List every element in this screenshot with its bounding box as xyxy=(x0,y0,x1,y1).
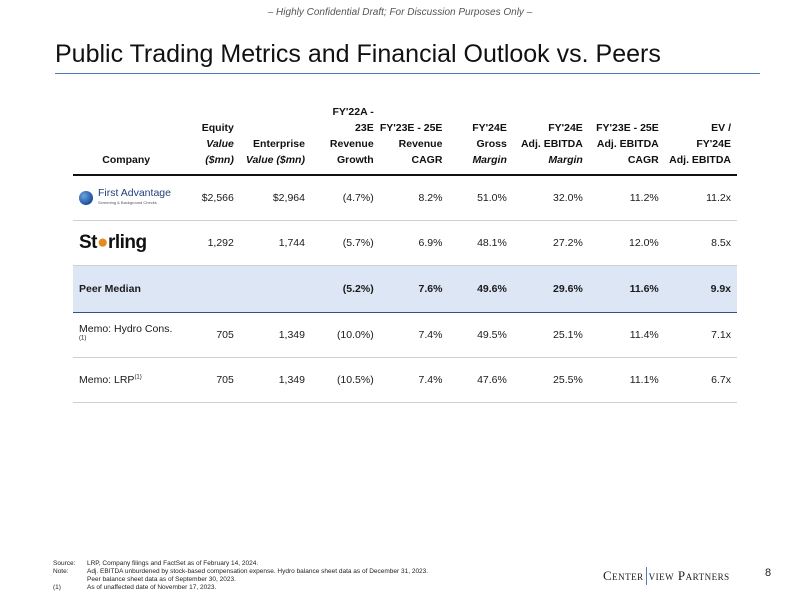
ebitda-cagr-cell: 11.4% xyxy=(588,312,665,358)
sterling-dot-icon: ● xyxy=(97,232,108,253)
equity-value-cell xyxy=(179,265,240,313)
table-row: First Advantage Screening & Background C… xyxy=(73,175,737,221)
header-ev-ebitda: EV / FY'24E Adj. EBITDA xyxy=(664,104,737,176)
ebitda-cagr-cell: 12.0% xyxy=(588,220,665,266)
table-header-row: Company Equity Value ($mn) Enterprise Valu… xyxy=(73,104,737,176)
revenue-growth-cell: (4.7%) xyxy=(310,175,380,221)
revenue-cagr-cell: 7.4% xyxy=(379,312,449,358)
ebitda-cagr-cell: 11.6% xyxy=(588,265,665,313)
table-row: Memo: Hydro Cons.(1) 705 1,349 (10.0%) 7… xyxy=(73,312,737,358)
ebitda-margin-cell: 29.6% xyxy=(512,265,589,313)
title-divider xyxy=(55,73,760,74)
ebitda-margin-cell: 32.0% xyxy=(512,175,589,221)
header-ebitda-cagr: FY'23E - 25E Adj. EBITDA CAGR xyxy=(588,104,665,176)
company-name: First Advantage xyxy=(98,187,171,199)
page-title: Public Trading Metrics and Financial Out… xyxy=(55,40,661,68)
footnote-marker: (1) xyxy=(79,335,87,342)
header-company: Company xyxy=(73,104,180,176)
ev-ebitda-cell: 11.2x xyxy=(664,175,737,221)
revenue-cagr-cell: 6.9% xyxy=(379,220,449,266)
table-row: Memo: LRP(1) 705 1,349 (10.5%) 7.4% 47.6… xyxy=(73,357,737,403)
header-ebitda-margin: FY'24E Adj. EBITDA Margin xyxy=(512,104,589,176)
company-name: Memo: Hydro Cons. xyxy=(79,323,173,335)
company-cell: First Advantage Screening & Background C… xyxy=(73,175,180,221)
equity-value-cell: 705 xyxy=(179,357,240,403)
enterprise-value-cell: 1,349 xyxy=(239,312,311,358)
metrics-table: Company Equity Value ($mn) Enterprise Valu… xyxy=(73,104,737,403)
ebitda-margin-cell: 25.5% xyxy=(512,357,589,403)
company-cell: Memo: LRP(1) xyxy=(73,357,180,403)
enterprise-value-cell: $2,964 xyxy=(239,175,311,221)
revenue-cagr-cell: 7.6% xyxy=(379,265,449,313)
header-revenue-cagr: FY'23E - 25E Revenue CAGR xyxy=(379,104,449,176)
logo-divider xyxy=(645,567,647,585)
gross-margin-cell: 49.6% xyxy=(448,265,513,313)
ev-ebitda-cell: 7.1x xyxy=(664,312,737,358)
header-revenue-growth: FY'22A - 23E Revenue Growth xyxy=(310,104,380,176)
revenue-growth-cell: (5.7%) xyxy=(310,220,380,266)
sterling-logo: St●rling xyxy=(79,232,147,253)
header-gross-margin: FY'24E Gross Margin xyxy=(448,104,513,176)
centerview-logo: Center view Partners xyxy=(603,567,730,585)
footnote-marker: (1) xyxy=(134,374,142,381)
company-cell: Memo: Hydro Cons.(1) xyxy=(73,312,180,358)
enterprise-value-cell: 1,349 xyxy=(239,357,311,403)
gross-margin-cell: 51.0% xyxy=(448,175,513,221)
ev-ebitda-cell: 6.7x xyxy=(664,357,737,403)
equity-value-cell: 1,292 xyxy=(179,220,240,266)
footnote-source: Source: LRP, Company filings and FactSet… xyxy=(53,560,259,567)
enterprise-value-cell xyxy=(239,265,311,313)
footnote-note: Note: Adj. EBITDA unburdened by stock-ba… xyxy=(53,568,429,575)
confidential-banner: – Highly Confidential Draft; For Discuss… xyxy=(267,7,533,18)
gross-margin-cell: 49.5% xyxy=(448,312,513,358)
revenue-growth-cell: (5.2%) xyxy=(310,265,380,313)
revenue-growth-cell: (10.5%) xyxy=(310,357,380,403)
company-tagline: Screening & Background Checks xyxy=(98,200,157,205)
footnote-note-continued: Peer balance sheet data as of September … xyxy=(87,576,236,583)
footnotes: Source: LRP, Company filings and FactSet… xyxy=(53,560,428,592)
revenue-cagr-cell: 8.2% xyxy=(379,175,449,221)
table-row: St●rling 1,292 1,744 (5.7%) 6.9% 48.1% 2… xyxy=(73,220,737,266)
gross-margin-cell: 48.1% xyxy=(448,220,513,266)
revenue-cagr-cell: 7.4% xyxy=(379,357,449,403)
first-advantage-logo: First Advantage Screening & Background C… xyxy=(79,187,173,207)
header-equity-value: Equity Value ($mn) xyxy=(179,104,240,176)
footnote-1: (1) As of unaffected date of November 17… xyxy=(53,584,217,591)
ev-ebitda-cell: 8.5x xyxy=(664,220,737,266)
company-name: Memo: LRP xyxy=(79,374,135,386)
ebitda-cagr-cell: 11.2% xyxy=(588,175,665,221)
ebitda-cagr-cell: 11.1% xyxy=(588,357,665,403)
ebitda-margin-cell: 27.2% xyxy=(512,220,589,266)
company-cell: St●rling xyxy=(73,220,180,266)
company-cell: Peer Median xyxy=(73,265,180,313)
header-enterprise-value: Enterprise Value ($mn) xyxy=(239,104,311,176)
equity-value-cell: 705 xyxy=(179,312,240,358)
page-number: 8 xyxy=(765,567,772,579)
globe-icon xyxy=(79,191,93,205)
ev-ebitda-cell: 9.9x xyxy=(664,265,737,313)
enterprise-value-cell: 1,744 xyxy=(239,220,311,266)
peer-median-row: Peer Median (5.2%) 7.6% 49.6% 29.6% 11.6… xyxy=(73,265,737,313)
revenue-growth-cell: (10.0%) xyxy=(310,312,380,358)
ebitda-margin-cell: 25.1% xyxy=(512,312,589,358)
gross-margin-cell: 47.6% xyxy=(448,357,513,403)
equity-value-cell: $2,566 xyxy=(179,175,240,221)
